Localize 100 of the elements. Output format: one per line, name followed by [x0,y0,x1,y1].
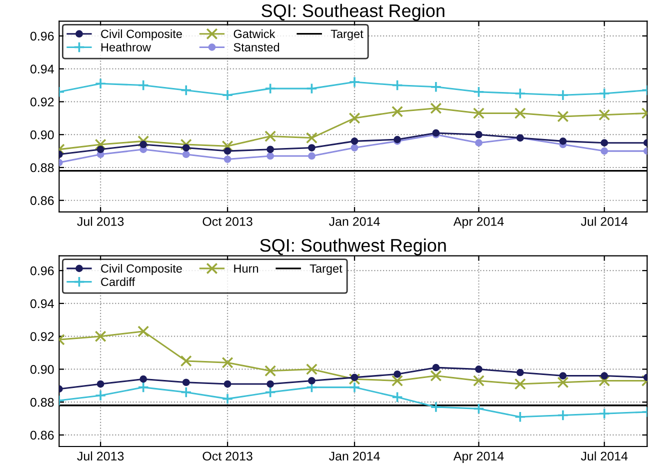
point [430,102,442,114]
x-tick-label: Apr 2014 [453,217,504,228]
point [557,409,569,422]
point [224,156,232,163]
legend-label: Heathrow [101,42,152,52]
point [392,374,404,386]
point [94,78,106,90]
point [140,375,148,383]
point [266,380,274,388]
point [394,370,401,378]
x-tick-label: Jul 2013 [77,216,124,226]
x-tick-label: Jul 2014 [580,216,628,226]
x-tick-label: Jan 2014 [329,217,380,226]
point [348,76,360,88]
point [138,80,150,92]
y-tick-label: 0.94 [30,299,54,308]
x-tick-label: Oct 2013 [202,217,252,226]
point [182,378,190,386]
point [222,393,234,405]
legend-label: Civil Composite [101,264,182,276]
point [559,372,567,380]
point [472,402,485,414]
x-tick-label: Apr 2014 [453,452,504,464]
y-tick-label: 0.90 [30,130,54,140]
x-tick-label: Jan 2014 [329,452,380,461]
y-tick-label: 0.88 [30,398,54,407]
point [224,380,232,388]
x-tick-label: Jul 2013 [77,451,124,461]
x-tick-label: Jul 2014 [580,451,628,461]
point [94,138,106,150]
point [180,138,192,150]
point [180,84,192,96]
point [224,147,232,155]
point [96,146,104,154]
point [430,81,442,93]
point [472,374,485,386]
point [514,88,526,100]
y-tick-label: 0.86 [30,196,54,206]
point [392,106,404,118]
point [94,330,106,342]
point [138,135,150,147]
y-tick-label: 0.92 [30,332,54,341]
legend-label: Stansted [234,42,280,52]
x-tick-label: Oct 2013 [202,452,252,461]
point [516,368,524,376]
point [264,130,276,142]
point [472,107,485,119]
point [94,390,106,402]
point [557,376,569,388]
chart-title: SQI: Southeast Region [262,4,444,21]
point [264,365,276,377]
y-tick-label: 0.96 [30,266,54,276]
point [598,408,610,420]
point [600,139,608,147]
legend-label: Cardiff [101,277,136,286]
point [600,147,608,155]
point [598,109,610,121]
point [138,382,150,394]
point [600,372,608,380]
legend-label: Target [310,264,342,276]
point [308,144,316,152]
point [557,89,569,101]
y-tick-label: 0.96 [30,32,54,41]
legend-label: Target [330,30,364,40]
point [350,138,358,145]
point [598,374,610,386]
y-tick-label: 0.92 [30,98,54,106]
point [264,386,276,398]
point [266,146,274,154]
point [222,89,234,101]
point [514,378,526,390]
point [392,80,404,92]
point [598,88,610,100]
y-tick-label: 0.94 [30,64,54,74]
point [475,366,482,373]
point [430,370,442,382]
point [306,363,318,375]
point [348,112,360,124]
point [182,144,190,152]
legend-label: Gatwick [234,29,276,38]
point [514,411,526,423]
point [306,82,318,94]
legend-label: Civil Composite [101,29,182,40]
point [180,386,192,398]
point [138,326,150,338]
y-tick-label: 0.90 [30,365,54,374]
point [430,401,442,413]
point [432,364,440,372]
point [350,374,358,382]
point [350,144,358,152]
y-tick-label: 0.88 [30,163,54,172]
point [557,110,569,122]
point [308,377,316,384]
point [266,152,274,160]
point [308,152,316,160]
point [96,380,104,388]
chart-title: SQI: Southwest Region [260,238,446,256]
point [264,82,276,94]
point [180,355,192,367]
point [140,140,148,148]
